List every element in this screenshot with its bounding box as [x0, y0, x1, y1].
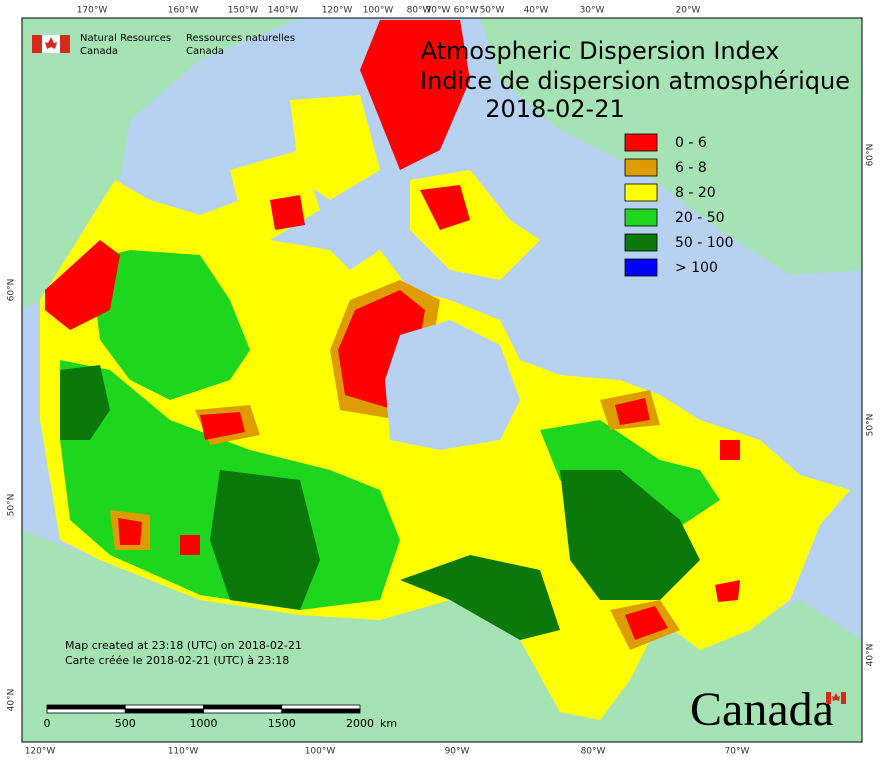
graticule-top: 170°W	[77, 6, 108, 16]
graticule-bottom: 80°W	[581, 747, 606, 757]
scale-label: 1500	[268, 717, 296, 730]
legend-label: 20 - 50	[675, 210, 725, 226]
credit-en: Map created at 23:18 (UTC) on 2018-02-21	[65, 639, 302, 652]
legend-swatch	[624, 258, 658, 277]
maple-leaf	[45, 37, 57, 49]
scale-label: 500	[115, 717, 136, 730]
graticule-top: 140°W	[268, 6, 299, 16]
wordmark-flag	[826, 692, 846, 704]
alaska	[22, 18, 300, 310]
graticule-labels: 170°W 160°W 150°W 140°W 120°W 100°W 80°W70°W 60…	[7, 6, 876, 757]
graticule-top: 100°W	[363, 6, 394, 16]
legend-label: 6 - 8	[675, 160, 707, 176]
scale-label: 1000	[190, 717, 218, 730]
arctic-red-spots	[270, 185, 470, 230]
graticule-top: 40°W	[524, 6, 549, 16]
zone-50-100	[60, 365, 700, 640]
flag-bar	[60, 35, 70, 53]
graticule-left: 60°N	[7, 279, 17, 302]
scale-segment	[281, 708, 361, 714]
graticule-top: 150°W	[228, 6, 259, 16]
scale-segment	[124, 704, 204, 710]
graticule-top: 70°W	[426, 6, 451, 16]
graticule-top: 50°W	[480, 6, 505, 16]
scale-segment	[46, 704, 126, 710]
legend-label: 0 - 6	[675, 135, 707, 151]
graticule-bottom: 70°W	[725, 747, 750, 757]
legend-label: 8 - 20	[675, 185, 716, 201]
agency-en: Canada	[80, 46, 118, 57]
graticule-top: 120°W	[322, 6, 353, 16]
hudson-bay	[385, 320, 520, 450]
scale-label: 0	[44, 717, 51, 730]
graticule-top: 20°W	[676, 6, 701, 16]
agency-fr: Ressources naturelles	[186, 33, 295, 44]
title-date: 2018-02-21	[485, 95, 624, 123]
united-states	[22, 530, 862, 742]
arctic-islands	[230, 95, 540, 280]
legend-swatch	[624, 208, 658, 227]
scale-segment	[124, 708, 204, 714]
legend-label: 50 - 100	[675, 235, 734, 251]
flag-bar	[32, 35, 42, 53]
graticule-bottom: 120°W	[25, 747, 56, 757]
legend-swatch	[624, 183, 658, 202]
agency-fr: Canada	[186, 46, 224, 57]
flag-bar	[826, 692, 831, 704]
graticule-top: 80°W	[407, 6, 432, 16]
graticule-top: 60°W	[454, 6, 479, 16]
zone-0-6	[45, 240, 740, 640]
graticule-right: 50°N	[866, 414, 876, 437]
credit-fr: Carte créée le 2018-02-21 (UTC) à 23:18	[65, 654, 289, 667]
maple-leaf	[832, 693, 840, 701]
scale-bar: 0 500 1000 1500 2000 km	[44, 704, 397, 730]
graticule-top: 160°W	[168, 6, 199, 16]
title-fr: Indice de dispersion atmosphérique	[420, 67, 850, 95]
graticule-left: 50°N	[7, 494, 17, 517]
graticule-bottom: 110°W	[168, 747, 199, 757]
flag-bar	[841, 692, 846, 704]
arctic-island-red	[360, 20, 470, 170]
legend: 0 - 6 6 - 8 8 - 20 20 - 50 50 - 100 > 100	[624, 133, 734, 277]
scale-segment	[203, 708, 283, 714]
nrcan-signature: Natural Resources Canada Ressources natu…	[32, 33, 295, 57]
graticule-right: 60°N	[866, 144, 876, 167]
agency-en: Natural Resources	[80, 33, 171, 44]
map-frame	[21, 17, 863, 743]
scale-segment	[281, 704, 361, 710]
scale-label: 2000	[346, 717, 374, 730]
title-en: Atmospheric Dispersion Index	[421, 37, 780, 65]
graticule-left: 40°N	[7, 689, 17, 712]
graticule-bottom: 90°W	[445, 747, 470, 757]
graticule-right: 40°N	[866, 644, 876, 667]
graticule-bottom: 100°W	[305, 747, 336, 757]
legend-swatch	[624, 233, 658, 252]
legend-label: > 100	[675, 260, 718, 276]
map-body	[22, 18, 862, 742]
scale-segment	[46, 708, 126, 714]
wordmark: Canada	[690, 683, 834, 736]
legend-swatch	[624, 158, 658, 177]
graticule-top: 30°W	[580, 6, 605, 16]
scale-unit: km	[380, 717, 397, 730]
legend-swatch	[624, 133, 658, 152]
scale-segment	[203, 704, 283, 710]
greenland	[480, 18, 862, 275]
